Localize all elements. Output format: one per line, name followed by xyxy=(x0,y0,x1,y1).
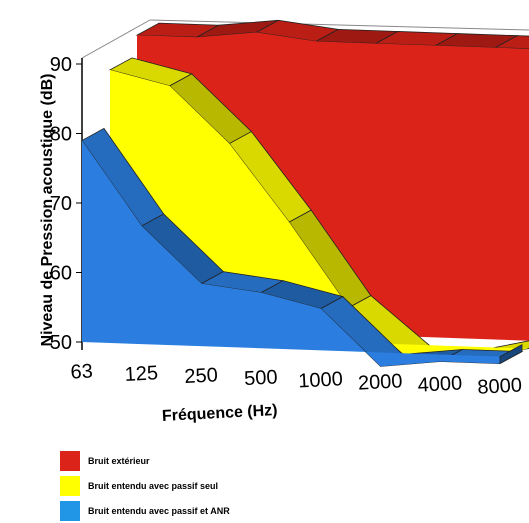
x-tick-label: 63 xyxy=(70,360,93,383)
x-tick-label: 500 xyxy=(244,366,278,390)
legend-swatch-exterior xyxy=(60,450,80,471)
back-wall-top xyxy=(149,19,529,31)
y-tick-label: 70 xyxy=(50,193,72,215)
back-wall-edge xyxy=(81,19,151,59)
legend-item-exterior: Bruit extérieur xyxy=(60,448,230,473)
y-tick-label: 90 xyxy=(50,54,72,76)
legend-item-anr: Bruit entendu avec passif et ANR xyxy=(60,498,230,523)
y-tick-label: 50 xyxy=(50,332,72,354)
legend: Bruit extérieur Bruit entendu avec passi… xyxy=(60,448,230,523)
x-tick-labels: 63 125 250 500 1000 2000 4000 8000 xyxy=(70,360,522,398)
x-tick-label: 2000 xyxy=(357,370,403,394)
legend-label-exterior: Bruit extérieur xyxy=(88,455,150,466)
y-tick-labels: 50 60 70 80 90 xyxy=(50,54,82,354)
y-tick-label: 80 xyxy=(50,124,72,146)
legend-item-passive: Bruit entendu avec passif seul xyxy=(60,473,230,498)
x-tick-label: 1000 xyxy=(298,368,344,392)
x-tick-label: 250 xyxy=(184,364,218,388)
legend-label-passive: Bruit entendu avec passif seul xyxy=(88,480,219,491)
y-axis-title: Niveau de Pression acoustique (dB) xyxy=(39,74,56,347)
legend-label-anr: Bruit entendu avec passif et ANR xyxy=(88,505,230,516)
chart: 50 60 70 80 90 63 125 250 500 1000 2000 4000 8000 N… xyxy=(39,19,529,425)
x-axis-title: Fréquence (Hz) xyxy=(162,402,278,425)
series-layer xyxy=(81,19,529,367)
x-tick-label: 125 xyxy=(124,362,158,386)
x-tick-label: 4000 xyxy=(417,372,463,396)
legend-swatch-anr xyxy=(60,500,80,521)
x-tick-label: 8000 xyxy=(477,374,523,398)
y-tick-label: 60 xyxy=(50,263,72,285)
series-anr-area xyxy=(82,140,500,367)
series-anr xyxy=(81,127,524,367)
legend-swatch-passive xyxy=(60,475,80,496)
series-anr-end-face xyxy=(499,343,523,365)
series-exterior-ribbon xyxy=(493,35,529,50)
